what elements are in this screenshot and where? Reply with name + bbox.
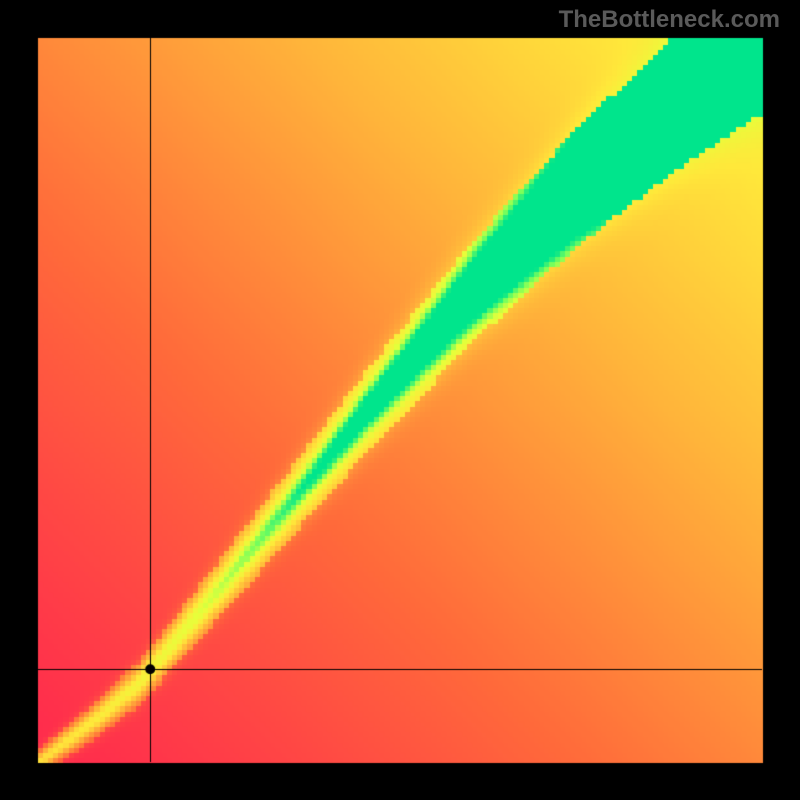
watermark-text: TheBottleneck.com [559,6,780,34]
bottleneck-heatmap [0,0,800,800]
chart-container: TheBottleneck.com [0,0,800,800]
